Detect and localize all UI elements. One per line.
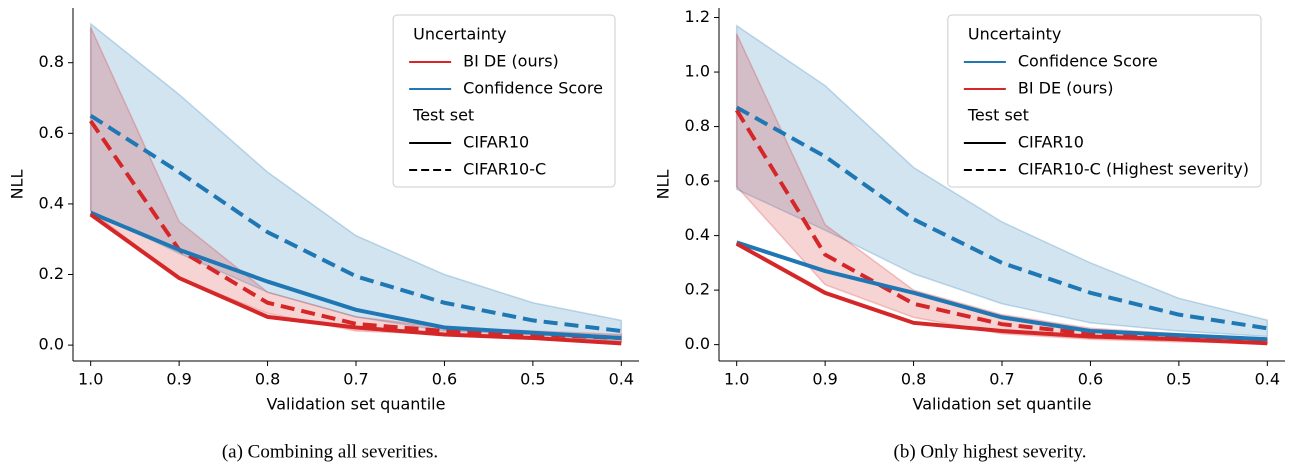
y-tick-label: 0.8: [685, 116, 710, 135]
legend-label: CIFAR10-C: [463, 160, 546, 179]
legend-label: CIFAR10: [463, 133, 529, 152]
y-tick-label: 1.0: [685, 62, 710, 81]
x-tick-label: 0.8: [901, 370, 926, 389]
legend-title: Uncertainty: [413, 25, 506, 44]
legend: Uncertainty BI DE (ours) Confidence Score T…: [392, 14, 616, 188]
x-tick-label: 0.9: [812, 370, 837, 389]
caption: (b) Only highest severity.: [894, 441, 1087, 462]
series-line: [89, 113, 622, 333]
x-tick-label: 0.5: [1166, 370, 1191, 389]
x-tick-label: 1.0: [78, 370, 103, 389]
y-tick-label: 0.2: [39, 264, 64, 283]
legend-label: CIFAR10: [1018, 133, 1084, 152]
chart-panel: 0.0 0.2 0.4 0.6 0.8 1.0 1.2 1.0 0.9 0.8 0.7 0.6 0.5 0…: [654, 7, 1285, 462]
legend-box: [947, 14, 1262, 188]
y-tick-label: 0.6: [39, 123, 64, 142]
x-tick-label: 0.7: [989, 370, 1014, 389]
y-axis-label: NLL: [8, 170, 27, 200]
y-tick-label: 0.4: [39, 193, 64, 212]
confidence-band: [735, 24, 1269, 338]
y-tick-label: 0.0: [685, 334, 710, 353]
legend-label: CIFAR10-C (Highest severity): [1018, 160, 1249, 179]
x-tick-label: 0.7: [343, 370, 368, 389]
legend-label: BI DE (ours): [463, 52, 559, 71]
x-tick-label: 0.8: [255, 370, 280, 389]
legend-title: Test set: [967, 106, 1029, 125]
y-tick-label: 0.0: [39, 335, 64, 354]
legend: Uncertainty Confidence Score BI DE (ours) T…: [947, 14, 1262, 188]
series-line: [89, 210, 622, 341]
y-tick-label: 0.2: [685, 280, 710, 299]
x-tick-label: 0.4: [609, 370, 634, 389]
legend-title: Test set: [412, 106, 474, 125]
y-tick-label: 0.6: [685, 171, 710, 190]
x-tick-label: 0.6: [1078, 370, 1103, 389]
x-tick-label: 0.5: [520, 370, 545, 389]
chart-panel: 0.0 0.2 0.4 0.6 0.8 1.0 0.9 0.8 0.7 0.6 0.5 0.4 Vali…: [8, 8, 639, 462]
y-tick-label: 1.2: [685, 7, 710, 26]
x-tick-label: 1.0: [724, 370, 749, 389]
x-tick-label: 0.9: [166, 370, 191, 389]
series-line: [736, 240, 1268, 342]
y-tick-label: 0.8: [39, 52, 64, 71]
legend-label: Confidence Score: [463, 79, 603, 98]
x-axis-label: Validation set quantile: [267, 395, 446, 414]
series-line: [735, 242, 1268, 346]
y-axis-label: NLL: [654, 170, 673, 200]
caption: (a) Combining all severities.: [222, 441, 438, 462]
legend-title: Uncertainty: [968, 25, 1061, 44]
y-tick-label: 0.4: [685, 225, 710, 244]
x-tick-label: 0.6: [432, 370, 457, 389]
x-tick-label: 0.4: [1255, 370, 1280, 389]
x-axis-label: Validation set quantile: [913, 395, 1092, 414]
legend-label: BI DE (ours): [1018, 79, 1114, 98]
series-line: [89, 212, 622, 346]
legend-label: Confidence Score: [1018, 52, 1158, 71]
series-line: [735, 105, 1268, 331]
